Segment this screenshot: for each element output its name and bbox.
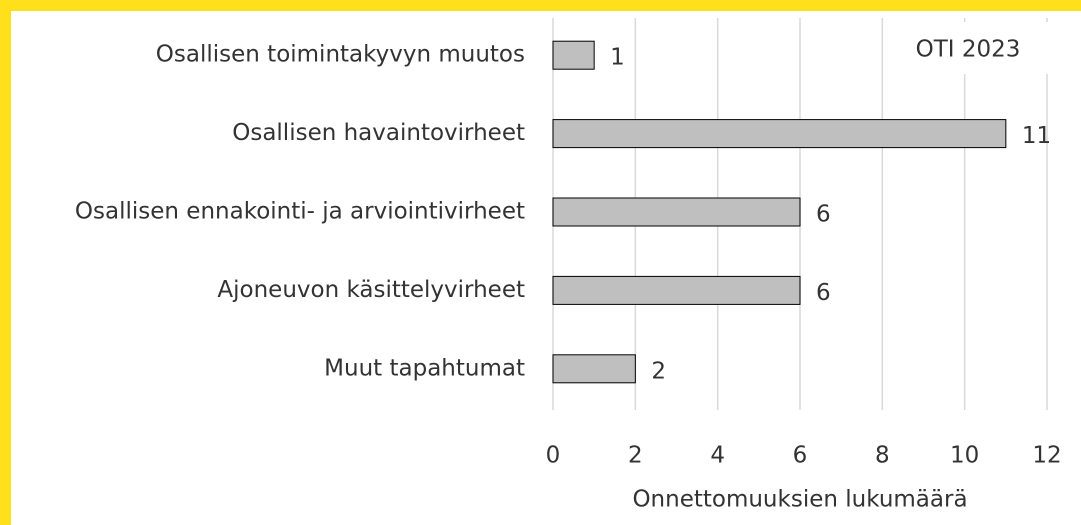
- data-label: 2: [651, 358, 666, 384]
- x-tick-label: 4: [710, 443, 725, 469]
- bar: [552, 275, 801, 305]
- background: [11, 11, 1081, 525]
- y-tick-label: Osallisen ennakointi- ja arviointivirhee…: [75, 199, 525, 225]
- y-tick-label: Ajoneuvon käsittelyvirheet: [217, 277, 525, 303]
- x-tick-label: 0: [546, 443, 561, 469]
- x-tick-label: 10: [950, 443, 979, 469]
- data-label: 6: [816, 202, 831, 228]
- data-label: 6: [816, 280, 831, 306]
- annotation: OTI 2023: [916, 37, 1021, 63]
- y-tick-label: Muut tapahtumat: [324, 355, 525, 381]
- bar: [552, 119, 1007, 149]
- annotation-background: [885, 22, 1055, 74]
- data-label: 1: [610, 45, 625, 71]
- bar: [552, 197, 801, 227]
- y-tick-label: Osallisen havaintovirheet: [232, 120, 525, 146]
- bar: [552, 40, 595, 70]
- x-tick-label: 2: [628, 443, 643, 469]
- x-tick-label: 8: [875, 443, 890, 469]
- y-tick-label: Osallisen toimintakyvyn muutos: [156, 42, 525, 68]
- x-tick-label: 6: [793, 443, 808, 469]
- x-axis-label: Onnettomuuksien lukumäärä: [632, 487, 967, 513]
- bar: [552, 354, 636, 384]
- x-tick-label: 12: [1032, 443, 1061, 469]
- data-label: 11: [1022, 123, 1051, 149]
